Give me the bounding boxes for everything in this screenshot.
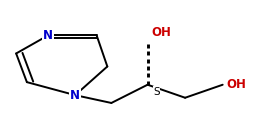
Text: N: N xyxy=(70,89,80,102)
Text: N: N xyxy=(43,29,53,42)
Text: S: S xyxy=(153,87,160,97)
Text: OH: OH xyxy=(226,78,246,91)
Text: OH: OH xyxy=(151,26,171,39)
